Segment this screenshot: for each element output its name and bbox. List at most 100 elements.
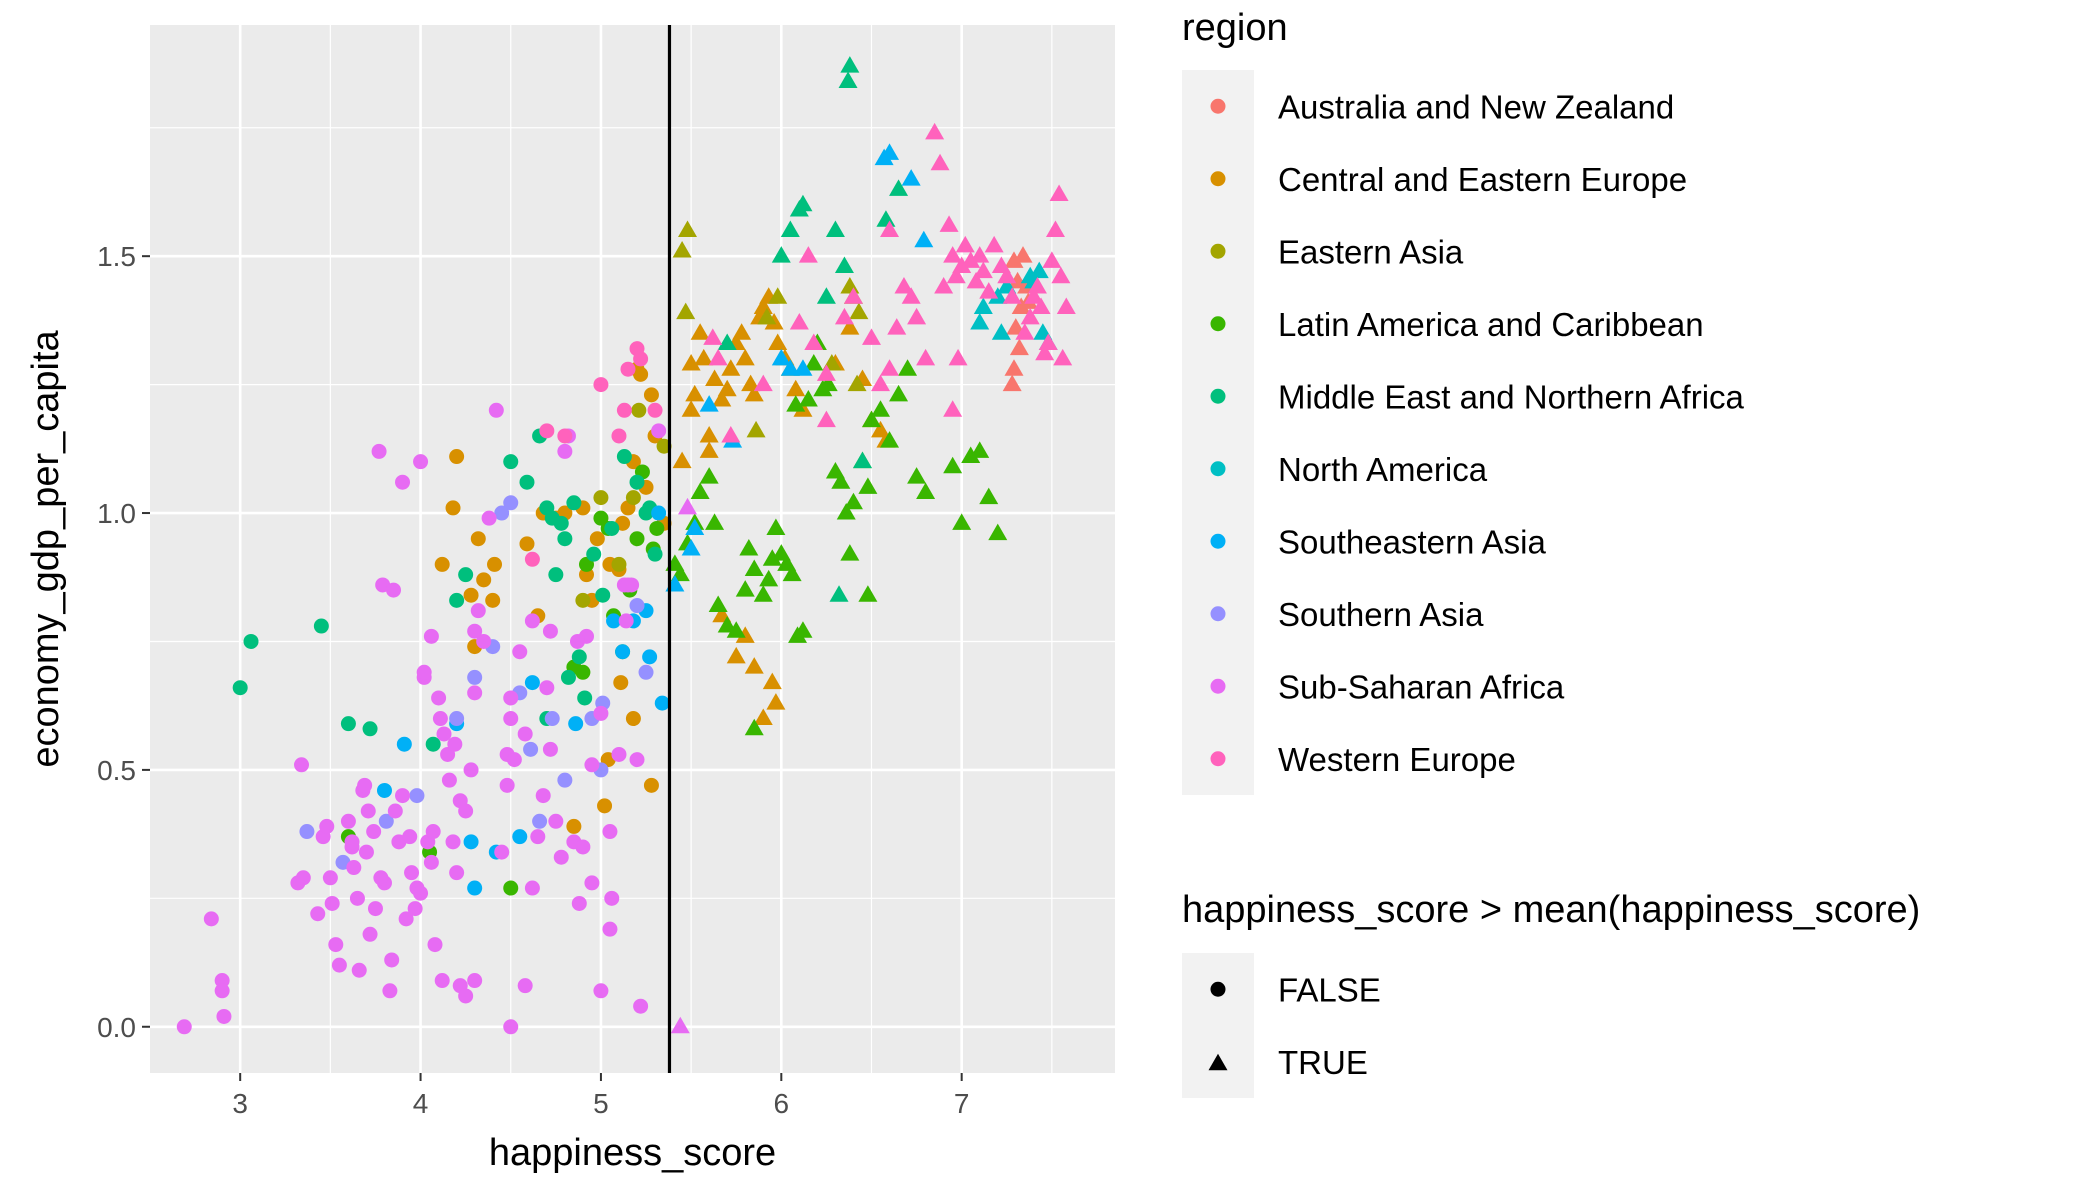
data-point-triangle — [685, 384, 705, 402]
data-point-circle — [615, 644, 631, 660]
data-point-circle — [413, 454, 429, 470]
data-point-triangle — [880, 359, 900, 376]
legend-label: FALSE — [1278, 971, 1381, 1008]
data-point-circle — [586, 546, 602, 562]
data-point-circle — [294, 757, 310, 773]
data-point-triangle — [843, 492, 863, 510]
data-point-circle — [503, 454, 519, 470]
data-point-circle — [557, 772, 573, 788]
data-point-triangle — [712, 390, 732, 407]
data-point-circle — [494, 844, 510, 860]
data-point-triangle — [840, 544, 860, 561]
legend-swatch — [1210, 606, 1226, 622]
data-point-circle — [519, 536, 535, 552]
data-point-circle — [467, 880, 483, 896]
data-point-triangle — [1049, 184, 1069, 202]
data-point-triangle — [861, 328, 881, 345]
data-point-circle — [243, 633, 259, 649]
data-point-triangle — [768, 287, 788, 304]
data-point-circle — [445, 500, 461, 516]
data-point-circle — [362, 926, 378, 942]
data-point-circle — [423, 628, 439, 644]
data-point-triangle — [1035, 343, 1055, 361]
data-point-circle — [458, 803, 474, 819]
data-point-circle — [597, 798, 613, 814]
data-point-circle — [494, 505, 510, 521]
y-tick-label: 0.0 — [97, 1012, 136, 1043]
data-point-circle — [584, 875, 600, 891]
data-point-circle — [449, 711, 465, 727]
data-point-triangle — [699, 467, 719, 484]
data-point-circle — [463, 834, 479, 850]
data-point-triangle — [721, 425, 741, 443]
legend-swatch — [1210, 533, 1226, 549]
data-point-triangle — [1015, 323, 1035, 340]
legend-label: Southeastern Asia — [1278, 523, 1546, 560]
y-tick-label: 1.0 — [97, 498, 136, 529]
data-point-circle — [629, 531, 645, 547]
data-point-triangle — [757, 307, 777, 325]
data-point-circle — [441, 772, 457, 788]
data-point-circle — [216, 1008, 232, 1024]
data-point-triangle — [681, 539, 701, 556]
data-point-circle — [447, 736, 463, 752]
legend-label: TRUE — [1278, 1044, 1368, 1081]
data-point-circle — [602, 824, 618, 840]
data-point-triangle — [943, 400, 963, 417]
data-point-triangle — [901, 287, 921, 304]
data-point-circle — [613, 675, 629, 691]
data-point-circle — [366, 824, 382, 840]
data-point-circle — [487, 556, 503, 572]
data-point-circle — [476, 572, 492, 588]
y-axis-title: economy_gdp_per_capita — [25, 329, 67, 767]
data-point-triangle — [889, 384, 909, 402]
plot-panel — [150, 25, 1115, 1073]
data-point-circle — [319, 818, 335, 834]
data-point-circle — [232, 680, 248, 696]
data-point-triangle — [847, 374, 867, 392]
data-point-circle — [651, 505, 667, 521]
data-point-circle — [470, 531, 486, 547]
data-point-triangle — [1042, 251, 1062, 268]
x-tick-label: 3 — [232, 1088, 248, 1119]
data-point-triangle — [744, 657, 764, 674]
data-point-triangle — [703, 328, 723, 345]
shape-legend-title: happiness_score > mean(happiness_score) — [1182, 889, 1920, 931]
data-point-triangle — [930, 153, 950, 171]
data-point-circle — [633, 366, 649, 382]
data-point-circle — [524, 613, 540, 629]
data-point-circle — [351, 962, 367, 978]
data-point-triangle — [670, 1016, 690, 1034]
data-point-circle — [463, 762, 479, 778]
data-point-triangle — [717, 333, 737, 351]
data-point-circle — [656, 438, 672, 454]
x-tick-label: 5 — [593, 1088, 609, 1119]
data-point-circle — [593, 705, 609, 721]
data-point-circle — [427, 937, 443, 953]
data-point-circle — [481, 510, 497, 526]
data-point-circle — [434, 973, 450, 989]
data-point-triangle — [786, 395, 806, 412]
legend-swatch — [1210, 388, 1226, 404]
data-point-circle — [449, 592, 465, 608]
data-point-triangle — [717, 616, 737, 633]
data-point-circle — [436, 726, 452, 742]
data-point-triangle — [843, 287, 863, 304]
data-point-triangle — [726, 646, 746, 664]
data-point-circle — [606, 613, 622, 629]
data-point-triangle — [699, 395, 719, 412]
data-point-triangle — [1020, 307, 1040, 325]
data-point-circle — [176, 1019, 192, 1035]
legend-swatch — [1210, 751, 1226, 767]
data-point-triangle — [1051, 266, 1071, 284]
legend-label: North America — [1278, 451, 1488, 488]
data-point-circle — [577, 690, 593, 706]
data-point-circle — [396, 736, 412, 752]
data-point-circle — [654, 695, 670, 711]
data-point-circle — [432, 711, 448, 727]
data-point-triangle — [1004, 359, 1024, 376]
data-point-circle — [503, 711, 519, 727]
data-point-triangle — [708, 595, 728, 613]
data-point-triangle — [973, 261, 993, 279]
